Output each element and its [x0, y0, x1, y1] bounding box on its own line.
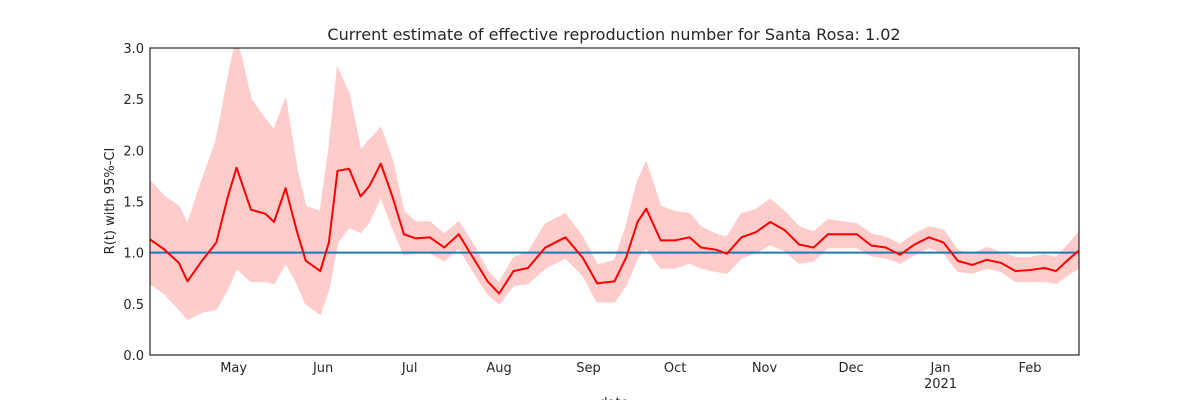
x-tick-label: Feb	[1018, 361, 1041, 376]
x-tick-label: Oct	[664, 361, 686, 376]
plot-area	[150, 48, 1079, 321]
y-tick-label: 0.5	[123, 298, 144, 313]
x-tick-label: Aug	[486, 361, 511, 376]
x-axis-label: date	[599, 396, 628, 400]
plot-frame	[149, 47, 1080, 356]
chart-title: Current estimate of effective reproducti…	[327, 25, 900, 44]
y-tick-label: 3.0	[123, 42, 144, 57]
x-tick-label: Jun	[312, 361, 333, 376]
y-tick-label: 1.0	[123, 247, 144, 262]
x-tick-label: Jul	[401, 361, 418, 376]
x-tick-label: Sep	[576, 361, 601, 376]
confidence-band	[150, 48, 1079, 321]
r-line	[150, 162, 1079, 295]
x-tick-label: Jan	[929, 361, 950, 376]
y-tick-label: 1.5	[123, 196, 144, 211]
x-tick-sublabel: 2021	[924, 377, 957, 392]
y-tick-label: 2.0	[123, 144, 144, 159]
y-axis-label: R(t) with 95%-CI	[103, 148, 118, 255]
y-tick-label: 0.0	[123, 349, 144, 364]
x-tick-label: May	[220, 361, 247, 376]
x-tick-label: Nov	[752, 361, 778, 376]
y-tick-label: 2.5	[123, 93, 144, 108]
x-tick-label: Dec	[838, 361, 863, 376]
